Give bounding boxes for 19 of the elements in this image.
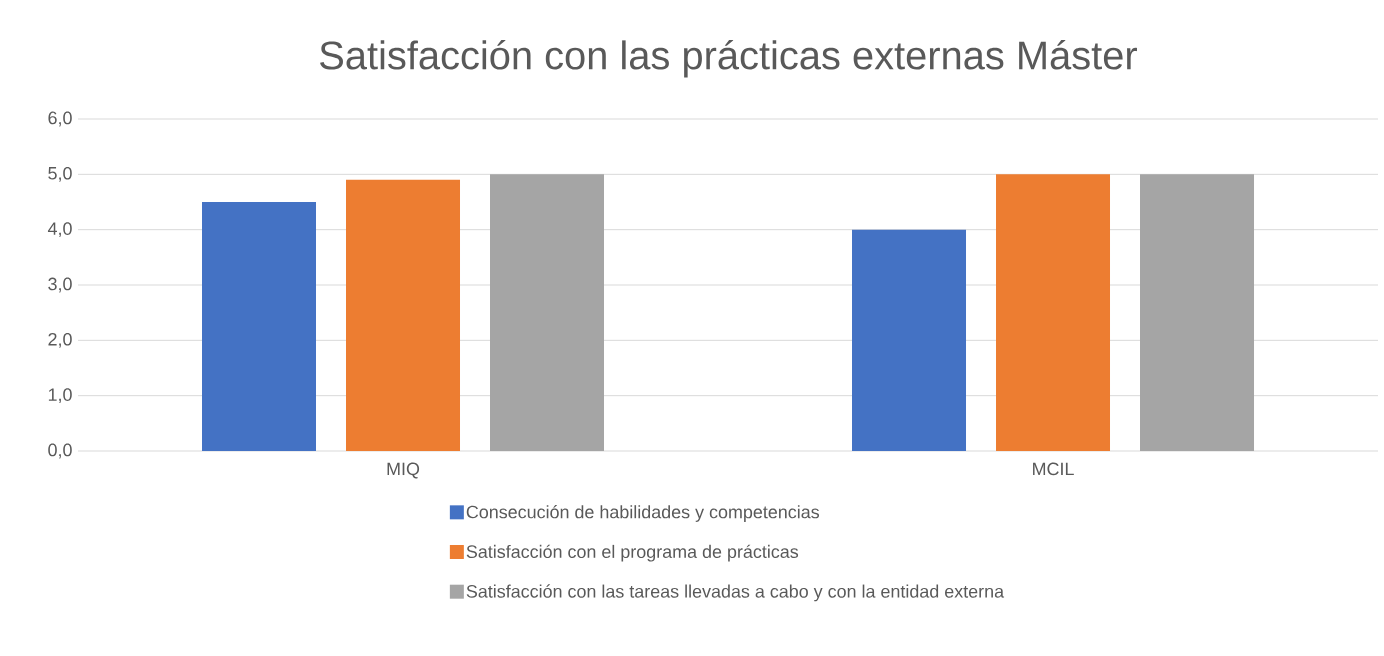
bar	[346, 179, 460, 451]
x-tick-label: MCIL	[1033, 462, 1074, 476]
bar	[852, 229, 967, 451]
y-tick-label: 5,0	[48, 166, 72, 182]
legend-label: Satisfacción con las tareas llevadas a cabo y con la entidad externa	[466, 584, 1005, 602]
bar	[1140, 174, 1255, 451]
y-tick-label: 1,0	[48, 388, 72, 404]
y-tick-label: 2,0	[48, 332, 72, 348]
bar	[490, 174, 604, 451]
legend-label: Satisfacción con el programa de prácticas	[466, 544, 799, 562]
y-tick-label: 0,0	[48, 443, 72, 459]
y-tick-label: 4,0	[47, 222, 72, 238]
bar	[202, 202, 316, 451]
bar	[996, 174, 1111, 451]
y-tick-label: 3,0	[48, 277, 72, 293]
legend-label: Consecución de habilidades y competencias	[466, 504, 820, 522]
x-tick-label: MIQ	[387, 462, 420, 479]
y-tick-label: 6,0	[48, 111, 72, 127]
chart-title: Satisfacción con las prácticas externas Máster	[320, 39, 1137, 78]
